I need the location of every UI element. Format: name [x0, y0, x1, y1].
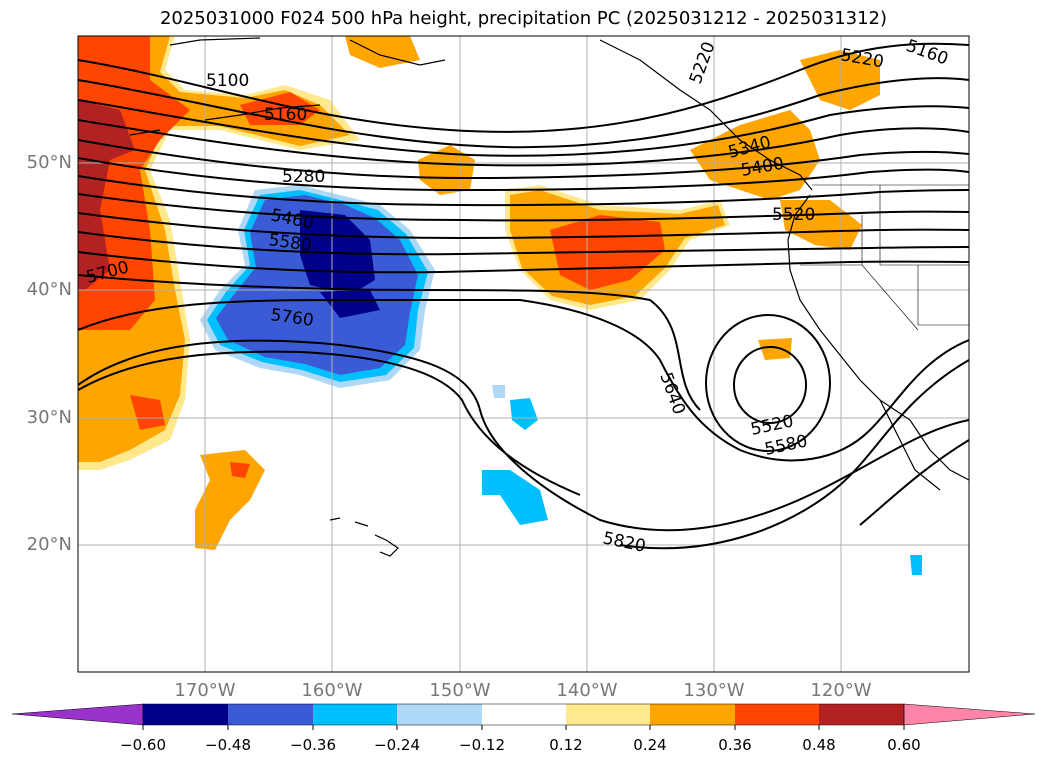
colorbar-segment: [397, 704, 482, 725]
lon-label: 160°W: [301, 680, 363, 701]
contour-label: 5520: [772, 205, 815, 225]
precip-negative-shading: [200, 185, 922, 575]
lat-label: 30°N: [26, 407, 72, 428]
lat-label: 40°N: [26, 279, 72, 300]
map-title: 2025031000 F024 500 hPa height, precipit…: [159, 8, 888, 29]
colorbar-segment: [228, 704, 313, 725]
contour-label: 5280: [282, 167, 325, 187]
colorbar-segment: [313, 704, 397, 725]
colorbar-tick-label: 0.36: [718, 736, 752, 754]
colorbar-extend-low: [11, 703, 144, 726]
lat-label: 20°N: [26, 534, 72, 555]
lon-label: 130°W: [683, 680, 745, 701]
colorbar-tick-label: 0.60: [887, 736, 921, 754]
lon-label: 170°W: [174, 680, 236, 701]
colorbar: [11, 703, 1036, 730]
colorbar-tick-label: −0.24: [374, 736, 420, 754]
lat-label: 50°N: [26, 152, 72, 173]
height-contours: [78, 42, 969, 550]
map-frame: [77, 35, 970, 673]
colorbar-tick-label: −0.60: [120, 736, 166, 754]
contour-label: 5160: [264, 105, 307, 125]
map-panel: 5100 5160 5160 5220 5220 5280 5340 5400 …: [78, 36, 969, 672]
colorbar-segment: [819, 704, 904, 725]
colorbar-tick-label: 0.24: [633, 736, 667, 754]
colorbar-tick-label: −0.36: [290, 736, 336, 754]
colorbar-segment: [482, 704, 566, 725]
lon-label: 140°W: [556, 680, 618, 701]
lon-label: 150°W: [429, 680, 491, 701]
precip-positive-shading: [78, 36, 880, 550]
colorbar-segment: [143, 704, 228, 725]
colorbar-segment: [566, 704, 650, 725]
lon-label: 120°W: [810, 680, 872, 701]
coastlines: [129, 37, 969, 557]
colorbar-tick-label: −0.48: [205, 736, 251, 754]
colorbar-tick-label: −0.12: [459, 736, 505, 754]
colorbar-segment: [650, 704, 735, 725]
colorbar-tick-label: 0.12: [549, 736, 583, 754]
colorbar-segment: [735, 704, 819, 725]
colorbar-extend-high: [903, 703, 1036, 726]
colorbar-tick-label: 0.48: [802, 736, 836, 754]
contour-label: 5100: [206, 71, 249, 91]
